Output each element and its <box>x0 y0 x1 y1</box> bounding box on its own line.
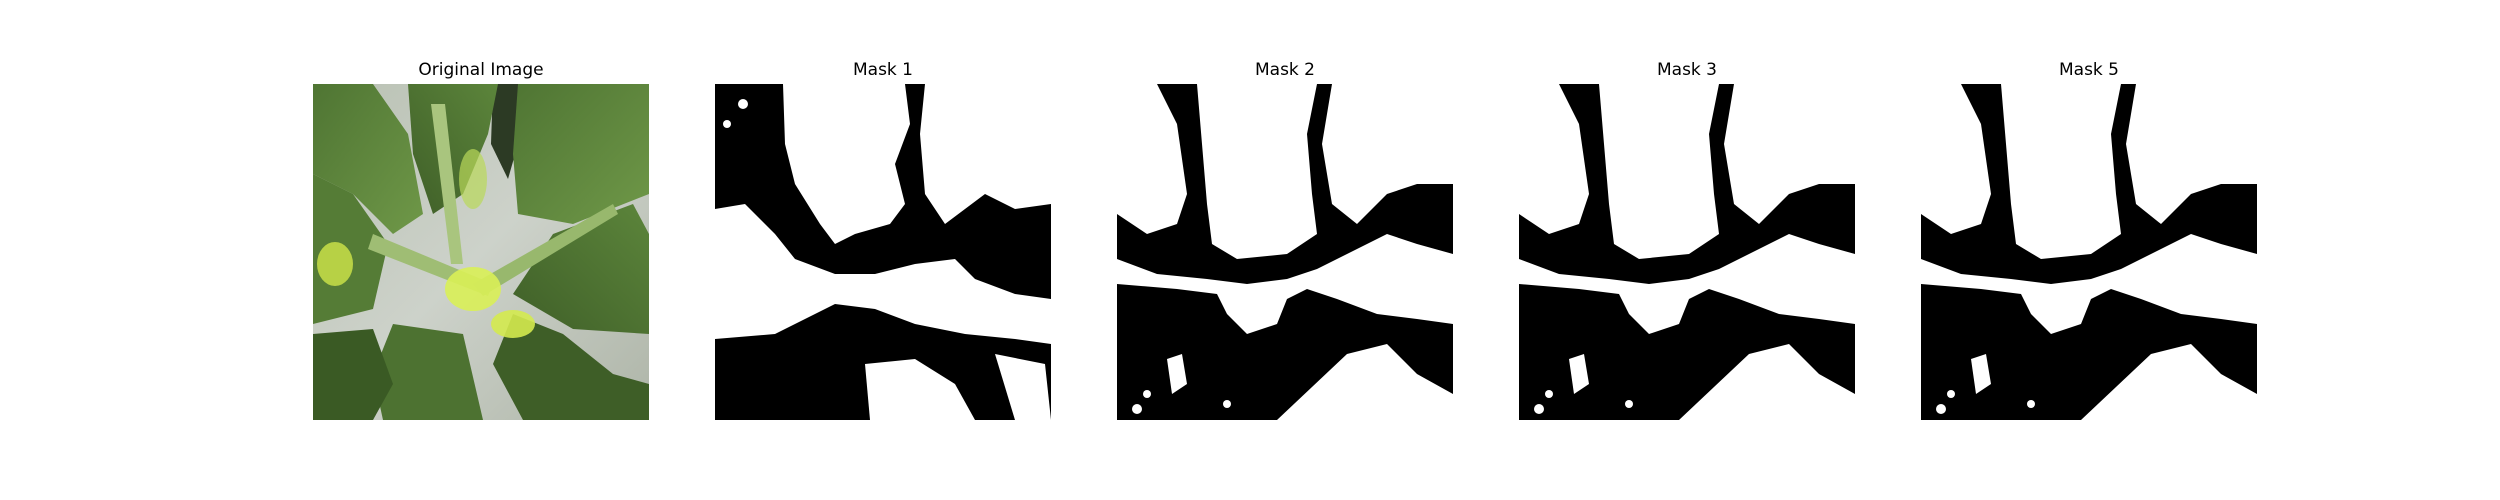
mask-5-image <box>1921 84 2257 420</box>
mask-3-image <box>1519 84 1855 420</box>
mask-spot <box>1936 404 1946 414</box>
panel-title: Original Image <box>418 60 544 80</box>
mask-region-bottom-left-spots <box>1569 354 1589 394</box>
mask-region-bottom <box>865 359 975 420</box>
original-plant-photo <box>313 84 649 420</box>
stem-3 <box>473 204 618 296</box>
mask-region-top-center <box>1599 84 1719 259</box>
mask-region-top-right <box>1724 84 1855 224</box>
mask-region-bottom-right <box>2081 344 2257 420</box>
highlight-center <box>445 267 501 311</box>
mask-region-top-left <box>1519 84 1589 234</box>
mask-region-top-center <box>1197 84 1317 259</box>
mask-spot <box>1132 404 1142 414</box>
mask-region-bottom-left-spots <box>1971 354 1991 394</box>
mask-1-image <box>715 84 1051 420</box>
mask-region-bottom-right <box>1679 344 1855 420</box>
panel-title: Mask 5 <box>2058 60 2119 80</box>
panel-mask-2: Mask 2 <box>1117 0 1453 500</box>
panel-title: Mask 1 <box>852 60 913 80</box>
mask-2-image <box>1117 84 1453 420</box>
leaf-bottom-left <box>313 329 393 420</box>
highlight-upper <box>459 149 487 209</box>
mask-region-top-left <box>1921 84 1991 234</box>
mask-spot <box>1947 390 1955 398</box>
panel-mask-5: Mask 5 <box>1921 0 2257 500</box>
mask-region-bottom-left-spots <box>1167 354 1187 394</box>
panel-original-image: Original Image <box>313 0 649 500</box>
highlight-left <box>317 242 353 286</box>
leaf-top-left <box>313 84 423 234</box>
mask-region-top-left <box>1117 84 1187 234</box>
mask-spot <box>1223 400 1231 408</box>
mask-spot <box>738 99 748 109</box>
mask-region-bottom-right <box>1277 344 1453 420</box>
panel-title: Mask 2 <box>1254 60 1315 80</box>
mask-region-top-center <box>783 84 910 244</box>
mask-spot <box>723 120 731 128</box>
highlight-right <box>491 310 535 338</box>
mask-region-top-center <box>2001 84 2121 259</box>
leaf-top-right <box>513 84 649 224</box>
mask-region-bottom-right <box>995 354 1051 420</box>
mask-region-center-band <box>1921 234 2257 334</box>
leaf-bottom-center <box>373 324 483 420</box>
mask-region-left-spots <box>715 234 740 294</box>
panel-mask-1: Mask 1 <box>715 0 1051 500</box>
mask-region-center-band <box>715 204 1051 344</box>
panel-mask-3: Mask 3 <box>1519 0 1855 500</box>
leaf-left <box>313 174 388 324</box>
mask-region-top-right <box>920 84 1051 224</box>
mask-spot <box>1545 390 1553 398</box>
mask-region-center-band <box>1519 234 1855 334</box>
leaf-bottom-right <box>493 314 649 420</box>
leaf-top-center <box>408 84 498 214</box>
mask-region-top-right <box>2126 84 2257 224</box>
mask-region-center-band <box>1117 234 1453 334</box>
mask-spot <box>2027 400 2035 408</box>
mask-spot <box>1625 400 1633 408</box>
leaf-right <box>513 204 649 334</box>
mask-spot <box>1534 404 1544 414</box>
stem-1 <box>431 104 463 264</box>
mask-region-top-right <box>1322 84 1453 224</box>
mask-spot <box>1143 390 1151 398</box>
panel-title: Mask 3 <box>1656 60 1717 80</box>
